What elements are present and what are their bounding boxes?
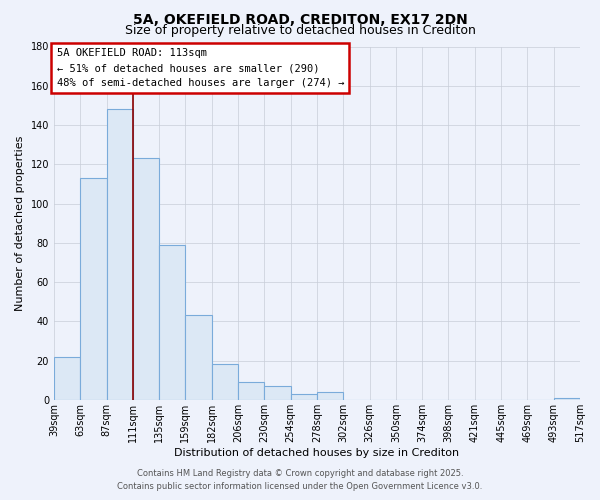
Bar — [80, 178, 107, 400]
Bar — [159, 244, 185, 400]
Text: 5A, OKEFIELD ROAD, CREDITON, EX17 2DN: 5A, OKEFIELD ROAD, CREDITON, EX17 2DN — [133, 12, 467, 26]
Bar — [317, 392, 343, 400]
X-axis label: Distribution of detached houses by size in Crediton: Distribution of detached houses by size … — [175, 448, 460, 458]
Bar — [212, 364, 238, 400]
Bar — [238, 382, 265, 400]
Text: 5A OKEFIELD ROAD: 113sqm
← 51% of detached houses are smaller (290)
48% of semi-: 5A OKEFIELD ROAD: 113sqm ← 51% of detach… — [56, 48, 344, 88]
Bar — [54, 356, 80, 400]
Bar — [185, 316, 212, 400]
Text: Size of property relative to detached houses in Crediton: Size of property relative to detached ho… — [125, 24, 475, 37]
Bar — [290, 394, 317, 400]
Y-axis label: Number of detached properties: Number of detached properties — [15, 136, 25, 311]
Bar — [265, 386, 290, 400]
Bar — [133, 158, 159, 400]
Bar — [107, 110, 133, 400]
Text: Contains HM Land Registry data © Crown copyright and database right 2025.
Contai: Contains HM Land Registry data © Crown c… — [118, 470, 482, 491]
Bar — [554, 398, 580, 400]
